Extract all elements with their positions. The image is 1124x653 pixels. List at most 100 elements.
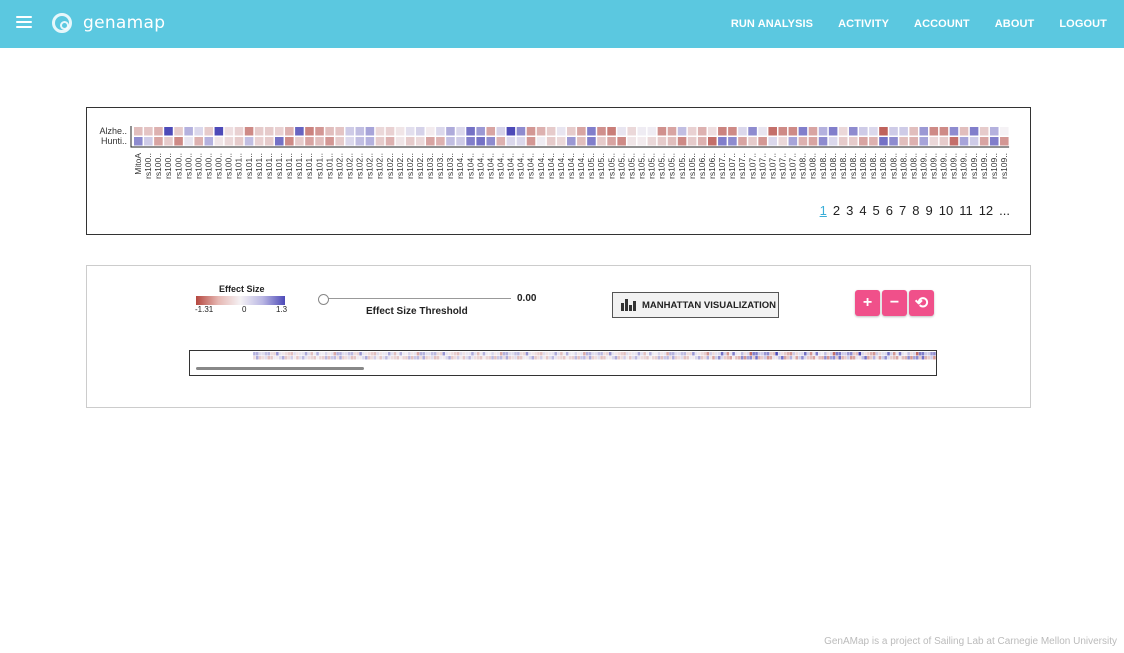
page-more[interactable]: ... [999,203,1010,218]
threshold-slider-track[interactable] [323,298,511,299]
page-9[interactable]: 9 [925,203,933,218]
overview-cell [628,356,632,360]
overview-cell [904,356,908,360]
overview-cell [855,352,859,356]
heatmap-cell [738,137,747,146]
overview-cell [729,352,732,356]
threshold-slider-handle[interactable] [318,294,329,305]
overview-cell [568,356,572,360]
heatmap-cell [446,127,455,136]
overview-cell [637,356,641,360]
heatmap-column-label: rs109.. [999,153,1009,179]
overview-cell [838,352,842,356]
overview-cell [402,356,405,360]
heatmap-column-label: rs108.. [828,153,838,179]
overview-cell [669,352,672,356]
page-2[interactable]: 2 [832,203,841,218]
heatmap-cell [758,127,767,136]
page-6[interactable]: 6 [885,203,894,218]
page-10[interactable]: 10 [938,203,954,218]
nav-logout[interactable]: LOGOUT [1059,18,1107,30]
heatmap-cell [164,137,173,146]
heatmap-column-label: rs109.. [929,153,939,179]
overview-cell [508,352,512,356]
heatmap-column-label: rs102.. [334,153,344,179]
overview-cell [365,356,368,360]
page-3[interactable]: 3 [846,203,854,218]
overview-cell [709,356,712,360]
overview-cell [815,356,819,360]
manhattan-button-label: MANHATTAN VISUALIZATION [642,299,777,311]
overview-cell [459,352,463,356]
overview-cell [878,356,882,360]
overview-cell [451,352,454,356]
overview-cell [410,356,414,360]
nav-account[interactable]: ACCOUNT [914,18,970,30]
overview-cell [775,356,778,360]
heatmap-cell [929,137,939,146]
heatmap-column-label: rs100.. [153,153,163,179]
page-11[interactable]: 11 [959,203,973,218]
reset-zoom-button[interactable]: ⟲ [909,290,934,316]
overview-cell [826,352,830,356]
nav-about[interactable]: ABOUT [994,18,1035,30]
overview-cell [660,356,664,360]
overview-cell [319,356,322,360]
heatmap-column-label: rs109.. [918,153,928,179]
overview-cell [201,356,205,360]
page-12[interactable]: 12 [978,203,994,218]
overview-cell [680,356,684,360]
overview-scrollbar-thumb[interactable] [196,367,364,370]
page-4[interactable]: 4 [859,203,867,218]
overview-cell [439,352,443,356]
page-8[interactable]: 8 [912,203,920,218]
overview-cell [299,356,302,360]
overview-cell [795,356,798,360]
zoom-in-button[interactable]: + [855,290,880,316]
heatmap-cell [405,137,415,146]
zoom-out-button[interactable]: − [882,290,907,316]
app-logo[interactable]: genamap [52,13,165,33]
overview-cell [686,356,689,360]
heatmap-cell [335,127,344,136]
overview-cell [333,356,337,360]
nav-activity[interactable]: ACTIVITY [838,18,890,30]
page-1[interactable]: 1 [819,203,827,218]
overview-cell [290,356,293,360]
overview-cell [350,356,354,360]
nav-run-analysis[interactable]: RUN ANALYSIS [730,18,814,30]
overview-cell [738,356,741,360]
overview-cell [686,352,689,356]
overview-strip[interactable] [189,350,937,376]
heatmap-cell [798,127,808,136]
overview-cell [915,356,919,360]
heatmap-column-label: rs104.. [475,153,485,179]
page-7[interactable]: 7 [899,203,907,218]
page-5[interactable]: 5 [872,203,880,218]
heatmap-column-label: rs108.. [848,153,858,179]
heatmap-cell [385,137,395,146]
heatmap-cell [214,137,224,146]
overview-cell [904,352,908,356]
heatmap-column-label: rs104.. [566,153,576,179]
overview-cell [680,352,684,356]
heatmap-cell [929,127,939,136]
overview-cell [522,356,526,360]
heatmap-column-label: rs104.. [556,153,566,179]
hamburger-menu-icon[interactable] [16,16,32,30]
overview-cell [588,356,592,360]
overview-cell [207,356,210,360]
overview-cell [382,356,385,360]
heatmap-cell [758,137,767,146]
association-heatmap[interactable]: Alzhe..Hunti..MitoA rs100.. rs100.. rs100..… [87,108,1030,198]
overview-cell [224,352,227,356]
manhattan-visualization-button[interactable]: MANHATTAN VISUALIZATION [612,292,779,318]
overview-cell [201,352,205,356]
heatmap-cell [969,137,979,146]
overview-cell [456,356,460,360]
heatmap-cell [516,137,526,146]
overview-cell [545,352,549,356]
overview-cell [841,356,844,360]
overview-cell [482,352,486,356]
heatmap-column-label: rs109.. [989,153,999,179]
